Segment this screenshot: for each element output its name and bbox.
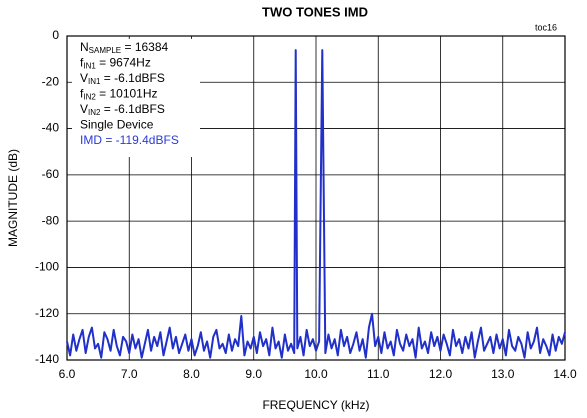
y-tick-label: -100 (35, 260, 59, 274)
annotation: NSAMPLE = 16384 (80, 40, 169, 55)
annotation-base: N (80, 40, 89, 54)
annotation-text: = -6.1dBFS (100, 102, 164, 116)
annotation-text: = 9674Hz (96, 56, 151, 70)
annotation: VIN1 = -6.1dBFS (80, 71, 165, 86)
annotation-text: = -6.1dBFS (100, 71, 164, 85)
y-tick-label: -60 (42, 167, 60, 181)
annotation-subscript: IN1 (88, 77, 101, 86)
x-tick-label: 7.0 (121, 367, 138, 381)
spectrum-line (66, 49, 566, 359)
annotation-text: Single Device (80, 118, 154, 132)
annotation-base: f (80, 56, 84, 70)
annotation: VIN2 = -6.1dBFS (80, 102, 165, 117)
x-tick-label: 12.0 (429, 367, 453, 381)
x-axis-label: FREQUENCY (kHz) (262, 398, 369, 412)
x-tick-label: 14.0 (553, 367, 577, 381)
x-tick-label: 11.0 (367, 367, 390, 381)
x-tick-label: 13.0 (491, 367, 515, 381)
annotation: IMD = -119.4dBFS (80, 133, 179, 147)
annotation-text: = 16384 (121, 40, 168, 54)
y-tick-label: -140 (35, 352, 59, 366)
plot-frame (66, 35, 566, 361)
chart-title: TWO TONES IMD (262, 4, 368, 19)
x-tick-label: 8.0 (183, 367, 200, 381)
y-tick-label: -80 (42, 213, 60, 227)
annotation: fIN2 = 10101Hz (80, 87, 158, 102)
corner-label: toc16 (535, 22, 557, 32)
annotation-subscript: IN2 (88, 108, 101, 117)
annotation-base: V (80, 71, 88, 85)
y-tick-label: 0 (52, 28, 59, 42)
annotation-base: f (80, 87, 84, 101)
annotation: fIN1 = 9674Hz (80, 56, 151, 71)
annotation-subscript: IN2 (83, 93, 96, 102)
x-tick-label: 6.0 (59, 367, 76, 381)
annotation-text: IMD = -119.4dBFS (80, 133, 179, 147)
annotation: Single Device (80, 118, 154, 132)
annotation-subscript: SAMPLE (89, 46, 121, 55)
x-tick-label: 9.0 (245, 367, 262, 381)
annotation-base: V (80, 102, 88, 116)
annotation-box (72, 39, 200, 157)
y-tick-label: -40 (42, 121, 60, 135)
x-tick-label: 10.0 (304, 367, 328, 381)
y-axis-label: MAGNITUDE (dB) (6, 149, 20, 247)
y-tick-label: -120 (35, 306, 59, 320)
annotation-text: = 10101Hz (96, 87, 158, 101)
annotation-subscript: IN1 (83, 62, 96, 71)
y-tick-label: -20 (42, 74, 60, 88)
